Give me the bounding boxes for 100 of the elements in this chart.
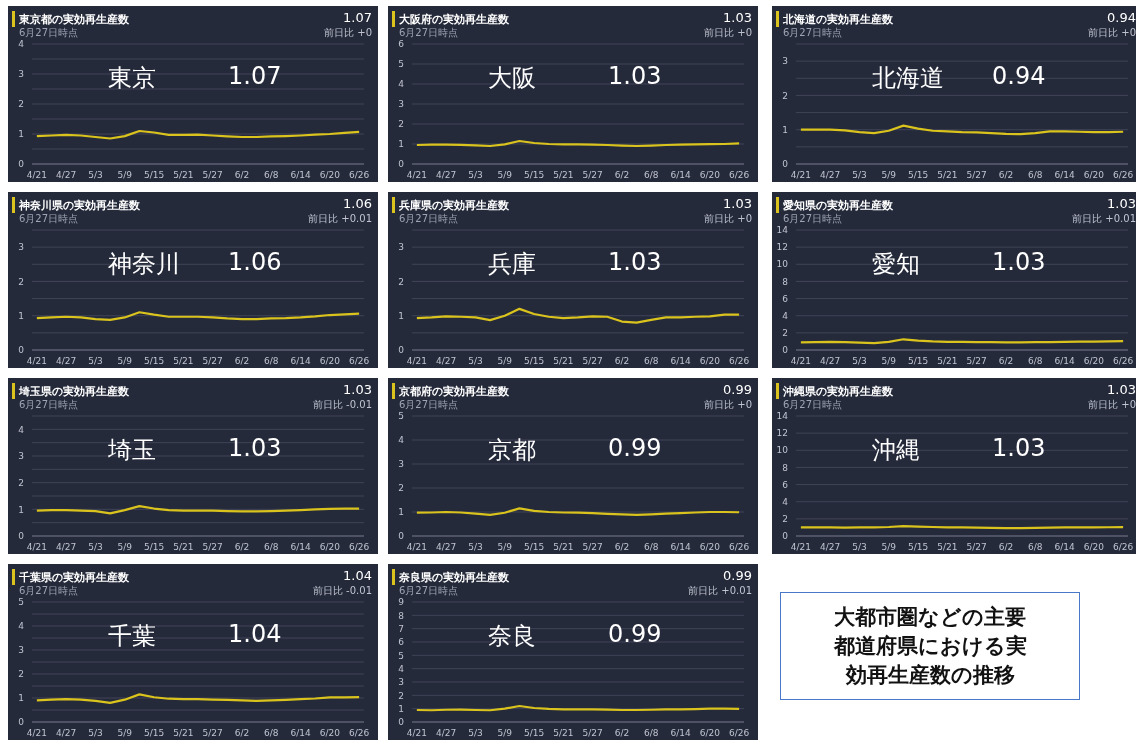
x-tick-label: 4/27 (56, 542, 77, 553)
y-tick-label: 3 (398, 459, 404, 470)
annotation: 1.03 (228, 434, 282, 462)
chart-subtitle: 6月27日時点 (399, 584, 459, 598)
x-tick-label: 4/21 (790, 356, 811, 367)
y-tick-label: 10 (776, 445, 789, 456)
text: 前日比 +0 (1088, 26, 1136, 40)
x-tick-label: 5/15 (907, 356, 929, 367)
x-tick-label: 6/14 (1054, 170, 1075, 181)
x-tick-label: 4/21 (406, 356, 427, 367)
y-tick-label: 0 (782, 159, 789, 170)
y-tick-label: 8 (782, 462, 789, 473)
x-tick-label: 6/8 (643, 170, 659, 181)
x-tick-label: 4/21 (406, 728, 427, 739)
annotation: 1.04 (228, 620, 282, 648)
x-tick-label: 5/9 (117, 356, 133, 367)
annotation: 京都 (488, 435, 536, 466)
chart-subtitle: 6月27日時点 (19, 398, 79, 412)
x-tick-label: 5/27 (202, 356, 223, 367)
x-tick-label: 6/26 (729, 728, 750, 739)
y-tick-label: 2 (18, 99, 24, 110)
x-tick-label: 6/26 (349, 170, 370, 181)
annotation: 1.03 (608, 248, 662, 276)
x-tick-label: 6/14 (290, 170, 311, 181)
line-series (415, 307, 741, 324)
x-tick-label: 5/3 (852, 542, 867, 553)
x-tick-label: 4/21 (406, 170, 427, 181)
y-tick-label: 1 (398, 310, 404, 321)
x-tick-label: 6/2 (614, 728, 630, 739)
x-tick-label: 5/15 (523, 356, 545, 367)
chart-title: 沖縄県の実効再生産数 (783, 384, 893, 399)
x-tick-label: 5/3 (852, 170, 867, 181)
x-tick-label: 5/27 (966, 542, 987, 553)
x-tick-label: 5/3 (468, 542, 483, 553)
annotation: 神奈川 (108, 249, 180, 280)
y-tick-label: 2 (398, 119, 404, 130)
x-tick-label: 6/2 (614, 170, 630, 181)
x-tick-label: 6/14 (670, 542, 691, 553)
x-tick-label: 6/8 (263, 542, 279, 553)
x-tick-label: 6/20 (319, 728, 341, 739)
x-tick-label: 5/9 (497, 542, 513, 553)
chart-subtitle: 6月27日時点 (19, 212, 79, 226)
x-tick-label: 6/8 (1027, 170, 1043, 181)
x-tick-label: 6/14 (290, 356, 311, 367)
text: 1.07 (343, 10, 372, 25)
x-tick-label: 6/26 (1113, 170, 1134, 181)
y-tick-label: 4 (782, 496, 789, 507)
y-tick-label: 12 (776, 242, 788, 253)
x-tick-label: 5/21 (173, 356, 194, 367)
y-tick-label: 2 (18, 477, 24, 488)
text: 1.03 (1107, 382, 1136, 397)
y-tick-label: 3 (18, 645, 24, 656)
x-tick-label: 5/21 (173, 170, 194, 181)
y-tick-label: 6 (782, 479, 789, 490)
y-tick-label: 4 (18, 621, 25, 632)
line-series (35, 505, 361, 515)
x-tick-label: 5/27 (966, 356, 987, 367)
x-tick-label: 4/27 (436, 542, 457, 553)
y-tick-label: 6 (398, 39, 405, 50)
text: 1.03 (723, 196, 752, 211)
x-tick-label: 4/21 (790, 170, 811, 181)
x-tick-label: 6/14 (670, 728, 691, 739)
chart-title: 京都府の実効再生産数 (399, 384, 509, 399)
y-tick-label: 1 (18, 693, 24, 704)
x-tick-label: 4/21 (406, 542, 427, 553)
y-tick-label: 1 (398, 507, 404, 518)
x-tick-label: 5/15 (523, 728, 545, 739)
y-tick-label: 9 (398, 597, 405, 608)
annotation: 東京 (108, 63, 156, 94)
annotation: 1.03 (992, 248, 1046, 276)
y-tick-label: 5 (398, 411, 404, 422)
text: 前日比 +0.01 (688, 584, 752, 598)
y-tick-label: 1 (18, 310, 24, 321)
x-tick-label: 6/2 (998, 170, 1014, 181)
x-tick-label: 6/26 (729, 170, 750, 181)
line-series (35, 693, 361, 704)
x-tick-label: 5/9 (497, 728, 513, 739)
annotation: 大阪 (488, 63, 536, 94)
x-tick-label: 5/27 (582, 170, 603, 181)
y-tick-label: 8 (398, 610, 405, 621)
x-tick-label: 6/20 (319, 170, 341, 181)
x-tick-label: 5/15 (523, 170, 545, 181)
chart-subtitle: 6月27日時点 (399, 26, 459, 40)
y-tick-label: 4 (398, 663, 405, 674)
y-tick-label: 4 (398, 435, 405, 446)
x-tick-label: 5/21 (553, 170, 574, 181)
x-tick-label: 5/9 (117, 728, 133, 739)
chart-title: 埼玉県の実効再生産数 (19, 384, 129, 399)
x-tick-label: 5/15 (523, 542, 545, 553)
x-tick-label: 6/2 (998, 542, 1014, 553)
x-tick-label: 6/26 (349, 728, 370, 739)
x-tick-label: 6/26 (349, 542, 370, 553)
x-tick-label: 6/20 (1083, 356, 1105, 367)
x-tick-label: 6/20 (699, 542, 721, 553)
x-tick-label: 5/3 (852, 356, 867, 367)
y-tick-label: 3 (398, 677, 404, 688)
x-tick-label: 4/27 (56, 356, 77, 367)
y-tick-label: 2 (782, 328, 788, 339)
x-tick-label: 4/21 (26, 356, 47, 367)
x-tick-label: 6/14 (290, 542, 311, 553)
